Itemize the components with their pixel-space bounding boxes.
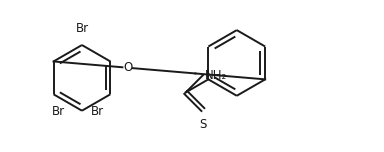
Text: O: O — [123, 61, 132, 74]
Text: Br: Br — [91, 105, 104, 118]
Text: Br: Br — [75, 22, 88, 35]
Text: Br: Br — [51, 105, 65, 118]
Text: S: S — [199, 118, 207, 131]
Text: NH₂: NH₂ — [205, 69, 227, 82]
